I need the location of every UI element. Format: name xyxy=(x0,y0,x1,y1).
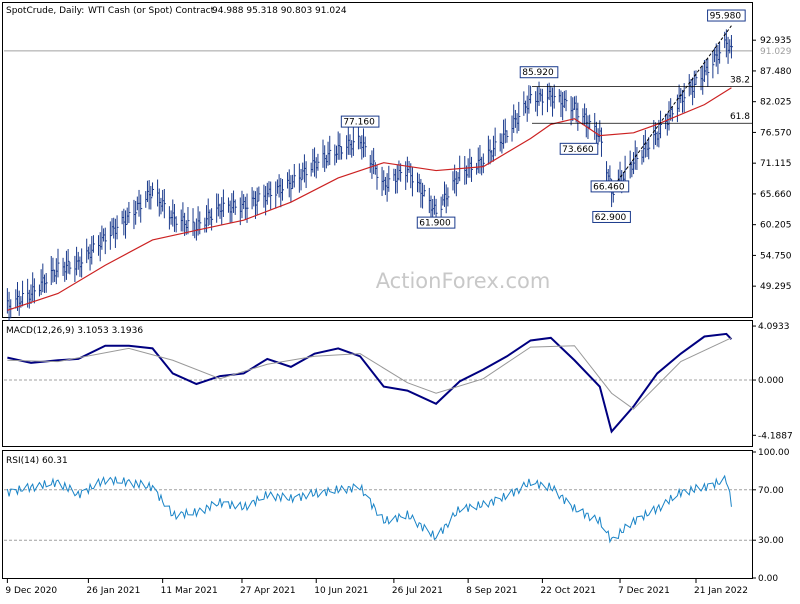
price-callout-box xyxy=(519,66,559,79)
annotation-layer: 38.2 61.8 95.980 85.920 77.160 73.660 66.460 62… xyxy=(340,9,752,229)
rsi-y-tick-label: 0.00 xyxy=(758,574,778,584)
macd-signal-line xyxy=(7,337,732,410)
x-tick-label: 21 Jan 2022 xyxy=(694,586,748,596)
x-tick-label: 8 Sep 2021 xyxy=(466,586,517,596)
price-y-tick-label: 60.205 xyxy=(760,221,792,231)
price-y-tick-label: 54.750 xyxy=(760,251,792,261)
price-callout-label: 73.660 xyxy=(562,145,594,155)
last-price-tag: 91.029 xyxy=(760,47,792,57)
rsi-y-tick-label: 30.00 xyxy=(758,536,784,546)
x-tick-label: 22 Oct 2021 xyxy=(540,586,596,596)
grid-layer xyxy=(4,50,752,541)
rsi-label: RSI(14) 60.31 xyxy=(6,456,68,466)
rsi-panel-frame xyxy=(2,450,753,579)
price-callout-label: 85.920 xyxy=(522,68,554,78)
rsi-line xyxy=(6,474,732,544)
price-y-tick-label: 82.025 xyxy=(760,98,792,108)
price-callout-label: 77.160 xyxy=(343,118,375,128)
price-y-tick-label: 49.295 xyxy=(760,282,792,292)
last-price-tag-bg xyxy=(754,44,794,56)
x-tick-label: 26 Jan 2021 xyxy=(86,586,140,596)
price-y-tick-label: 87.480 xyxy=(760,67,792,77)
x-tick-label: 27 Apr 2021 xyxy=(240,586,296,596)
axis-layer: 92.935 87.480 82.025 76.570 71.115 65.660 60.2… xyxy=(5,36,794,596)
price-callout-box xyxy=(559,142,599,155)
price-callout-label: 61.900 xyxy=(419,219,451,229)
macd-macd-line xyxy=(7,332,733,434)
price-callout-box xyxy=(707,9,746,22)
x-tick-label: 11 Mar 2021 xyxy=(161,586,218,596)
price-y-tick-label: 71.115 xyxy=(760,159,792,169)
price-callout-box xyxy=(416,216,456,229)
price-callout-label: 95.980 xyxy=(710,12,742,22)
ma-series-line xyxy=(7,87,732,311)
x-tick-label: 26 Jul 2021 xyxy=(392,586,443,596)
x-tick-label: 10 Jun 2021 xyxy=(314,586,368,596)
series-layer xyxy=(6,25,733,544)
macd-label: MACD(12,26,9) 3.1053 3.1936 xyxy=(6,326,143,336)
price-y-tick-label: 92.935 xyxy=(760,36,792,46)
macd-y-tick-label: 4.0933 xyxy=(758,322,790,332)
macd-y-tick-label: 0.000 xyxy=(758,376,784,386)
price-y-tick-label: 76.570 xyxy=(760,128,792,138)
price-panel-frame xyxy=(2,2,753,318)
macd-y-tick-label: -4.1887 xyxy=(758,431,793,441)
macd-panel-frame xyxy=(2,320,753,447)
rsi-y-tick-label: 70.00 xyxy=(758,486,784,496)
price-callout-label: 62.900 xyxy=(595,213,627,223)
price-callout-box xyxy=(340,115,380,128)
price-y-tick-label: 65.660 xyxy=(760,190,792,200)
fib-level-label: 61.8 xyxy=(730,112,750,122)
fib-level-label: 38.2 xyxy=(730,76,750,86)
symbol-label: SpotCrude, Daily: xyxy=(6,6,84,16)
ohlc-label: 94.988 95.318 90.803 91.024 xyxy=(212,6,347,16)
price-callout-box xyxy=(590,180,630,193)
trendline-series-line xyxy=(611,25,732,190)
instrument-label: WTI Cash (or Spot) Contract xyxy=(88,6,215,16)
price-callout-box xyxy=(592,210,631,223)
price-callout-label: 66.460 xyxy=(593,182,625,192)
x-tick-label: 7 Dec 2021 xyxy=(618,586,670,596)
rsi-y-tick-label: 100.00 xyxy=(758,448,790,458)
watermark: ActionForex.com xyxy=(376,269,551,293)
x-tick-label: 9 Dec 2020 xyxy=(5,586,57,596)
